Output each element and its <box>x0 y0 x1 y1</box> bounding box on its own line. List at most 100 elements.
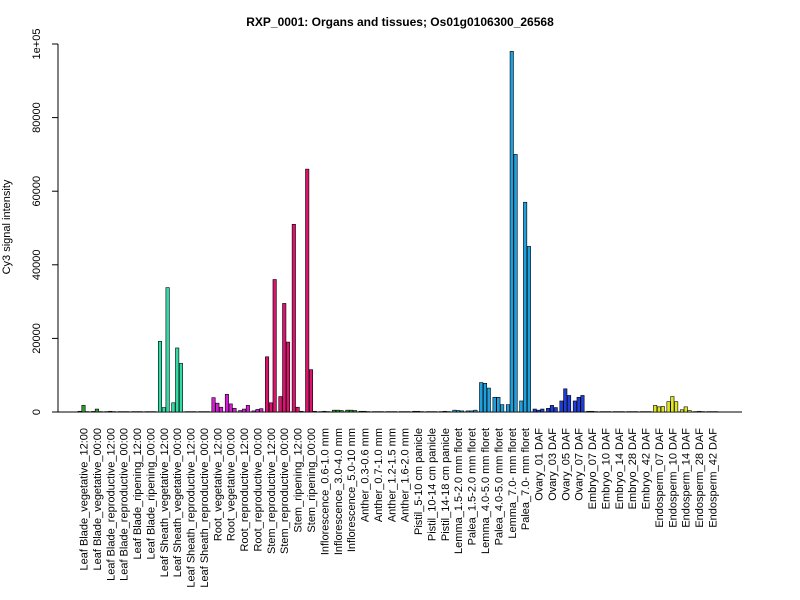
bar <box>278 396 283 413</box>
x-tick-label: Leaf Blade_vegetative_12:00 <box>79 428 91 571</box>
bar <box>469 410 474 413</box>
x-tick-label: Leaf Sheath_vegetative_12:00 <box>159 428 171 577</box>
bar <box>416 410 421 413</box>
y-tick-label: 1e+05 <box>31 29 43 60</box>
bar <box>473 409 478 413</box>
bar <box>536 409 541 413</box>
chart-title: RXP_0001: Organs and tissues; Os01g01063… <box>246 15 554 29</box>
bar <box>295 406 300 413</box>
bar <box>482 382 487 413</box>
x-tick-label: Inflorescence_5.0-10 mm <box>346 428 358 552</box>
bar <box>232 408 237 413</box>
bar <box>674 401 679 413</box>
y-tick-label: 20000 <box>31 323 43 354</box>
bar <box>259 408 264 413</box>
y-axis-label: Cy3 signal intensity <box>1 179 13 274</box>
bar <box>211 397 216 413</box>
bar <box>442 410 447 413</box>
bar <box>679 409 684 413</box>
axes: 0 20000 40000 60000 80000 1e+05 <box>31 29 742 415</box>
x-tick-label: Inflorescence_3.0-4.0 mm <box>333 428 345 555</box>
x-tick-label: Leaf Blade_reproductive_00:00 <box>119 428 131 581</box>
bar <box>496 396 501 413</box>
bar <box>553 407 558 413</box>
x-tick-label: Ovary_07 DAF <box>574 428 586 501</box>
bar <box>238 410 243 413</box>
x-tick-label: Inflorescence_0.6-1.0 mm <box>319 428 331 555</box>
bar <box>224 394 229 413</box>
y-tick-label: 0 <box>31 409 43 415</box>
x-tick-label: Stem_ripening_12:00 <box>293 428 305 533</box>
x-tick-label: Leaf Blade_ripening_00:00 <box>145 428 157 560</box>
bar <box>500 404 505 413</box>
bar <box>532 408 537 413</box>
y-tick-label: 60000 <box>31 176 43 207</box>
bar <box>108 410 113 413</box>
x-tick-label: Ovary_05 DAF <box>560 428 572 501</box>
x-tick-label: Palea_4.0-5.0 mm floret <box>493 428 505 545</box>
bar <box>540 408 545 413</box>
bar <box>559 400 564 413</box>
bar <box>546 408 551 413</box>
x-tick-label: Embryo_28 DAF <box>627 428 639 510</box>
x-tick-label: Stem_reproductive_12:00 <box>266 428 278 554</box>
bar <box>460 410 465 413</box>
bar <box>255 409 260 413</box>
bar <box>286 341 291 413</box>
bar <box>175 347 180 413</box>
x-tick-label: Leaf Sheath_reproductive_12:00 <box>186 428 198 588</box>
bar <box>282 303 287 413</box>
bar <box>519 400 524 413</box>
x-tick-label: Leaf Sheath_reproductive_00:00 <box>199 428 211 588</box>
bar <box>161 407 166 413</box>
bar <box>291 224 296 413</box>
bar <box>245 405 250 413</box>
bar <box>452 409 457 413</box>
x-tick-label: Root_reproductive_12:00 <box>239 428 251 552</box>
x-tick-label: Pistil_10-14 cm panicle <box>426 428 438 541</box>
bar <box>265 356 270 413</box>
x-tick-label: Endosperm_42 DAF <box>708 428 720 528</box>
x-tick-label: Embryo_14 DAF <box>614 428 626 510</box>
bar <box>590 410 595 413</box>
bar <box>666 401 671 413</box>
bars <box>77 51 719 413</box>
x-tick-label: Root_vegetative_12:00 <box>212 428 224 541</box>
x-tick-label: Ovary_03 DAF <box>547 428 559 501</box>
bar <box>412 410 417 413</box>
bar <box>486 387 491 413</box>
bar <box>339 410 344 413</box>
bar <box>492 396 497 413</box>
bar <box>670 396 675 413</box>
bar <box>465 410 470 413</box>
bar <box>335 409 340 413</box>
bar <box>349 409 354 413</box>
x-tick-label: Endosperm_07 DAF <box>654 428 666 528</box>
x-tick-label: Lemma_4.0-5.0 mm floret <box>480 428 492 554</box>
bar <box>513 154 518 413</box>
bar <box>505 404 510 413</box>
bar <box>653 405 658 413</box>
bar <box>526 246 531 413</box>
bar <box>456 410 461 413</box>
bar <box>91 411 96 413</box>
bar <box>312 410 317 413</box>
bar <box>242 408 247 413</box>
bar <box>331 409 336 413</box>
bar <box>215 402 220 413</box>
bar <box>305 168 310 413</box>
bar <box>697 410 702 413</box>
bar <box>228 403 233 413</box>
bar <box>567 395 572 413</box>
x-tick-label: Embryo_10 DAF <box>600 428 612 510</box>
bar <box>572 400 577 413</box>
bar <box>299 410 304 413</box>
bar <box>523 201 528 413</box>
bar <box>576 396 581 413</box>
x-tick-label: Palea_1.5-2.0 mm floret <box>467 428 479 545</box>
x-tick-label: Pistil_5-10 cm panicle <box>413 428 425 535</box>
bar <box>563 388 568 413</box>
x-tick-label: Endosperm_10 DAF <box>667 428 679 528</box>
x-tick-label: Leaf Blade_vegetative_00:00 <box>92 428 104 571</box>
